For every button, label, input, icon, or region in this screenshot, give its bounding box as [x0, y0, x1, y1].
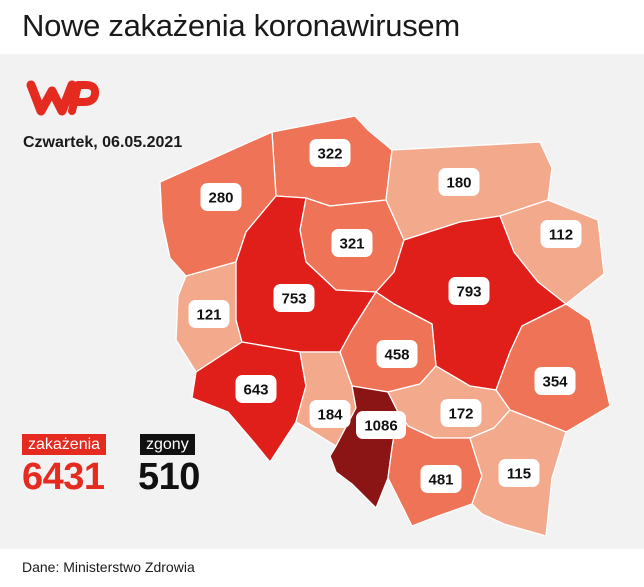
region-value: 1086: [364, 418, 397, 435]
region-value: 321: [339, 236, 364, 253]
page-title: Nowe zakażenia koronawirusem: [22, 8, 460, 43]
region-label-box: [498, 459, 540, 487]
region-value: 793: [456, 284, 481, 301]
region-value: 184: [317, 407, 343, 424]
region-value: 354: [542, 374, 568, 391]
region-value: 180: [446, 175, 471, 192]
region-value: 121: [196, 307, 221, 324]
region-label-box: [235, 375, 277, 403]
region-value: 172: [448, 406, 473, 423]
cases-label: zakażenia: [22, 434, 107, 455]
region-value: 115: [507, 466, 531, 483]
region-value: 322: [317, 146, 342, 163]
region-labels: 322 280 180 321 112 121 753 793 458 643 354 184 1086…: [188, 139, 582, 493]
region-value: 280: [208, 190, 233, 207]
region-label-box: [273, 284, 315, 312]
wp-logo: [24, 77, 100, 126]
region-label-box: [331, 229, 373, 257]
region-value: 112: [549, 227, 573, 244]
region-label-box: [188, 300, 230, 328]
region-value: 481: [428, 472, 453, 489]
report-date: Czwartek, 06.05.2021: [23, 134, 183, 151]
region-value: 458: [384, 347, 409, 364]
region-label-box: [534, 367, 576, 395]
deaths-label: zgony: [140, 434, 195, 455]
deaths-total: 510: [138, 456, 200, 498]
region-label-box: [438, 168, 480, 196]
data-source: Dane: Ministerstwo Zdrowia: [22, 559, 195, 575]
region-label-box: [376, 340, 418, 368]
region-label-box: [420, 465, 462, 493]
region-label-box: [440, 399, 482, 427]
region-label-box: [309, 400, 351, 428]
region-label-box: [448, 277, 490, 305]
region-label-box: [356, 411, 406, 439]
region-value: 753: [281, 291, 306, 308]
region-label-box: [200, 183, 242, 211]
region-label-box: [309, 139, 351, 167]
cases-total: 6431: [22, 456, 105, 498]
region-label-box: [540, 220, 582, 248]
region-value: 643: [243, 382, 268, 399]
